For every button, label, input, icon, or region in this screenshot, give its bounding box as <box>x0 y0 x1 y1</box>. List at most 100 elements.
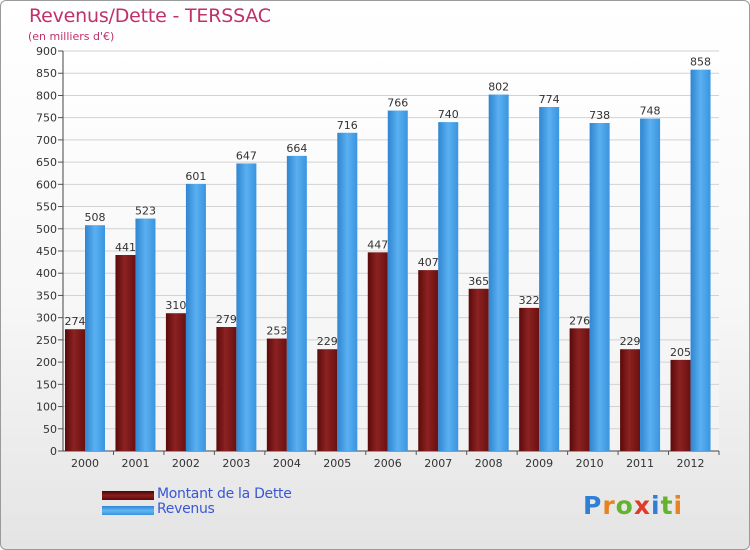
y-tick-label: 400 <box>36 267 57 280</box>
data-label-debt: 229 <box>317 335 338 348</box>
data-label-debt: 279 <box>216 313 237 326</box>
logo-letter: P <box>583 491 603 520</box>
x-tick-label: 2010 <box>576 457 604 470</box>
y-tick-label: 250 <box>36 334 57 347</box>
data-label-debt: 441 <box>115 241 136 254</box>
y-tick-label: 500 <box>36 223 57 236</box>
bar-revenue <box>387 110 408 452</box>
bar-debt <box>65 329 85 451</box>
bar-revenue <box>438 122 459 451</box>
x-tick-label: 2011 <box>626 457 654 470</box>
bar-revenue <box>488 94 509 452</box>
data-label-revenue: 716 <box>337 119 358 132</box>
logo-letter: x <box>633 491 651 520</box>
data-label-debt: 205 <box>670 346 691 359</box>
data-label-debt: 322 <box>519 294 540 307</box>
bar-revenue <box>539 107 560 451</box>
x-tick-label: 2007 <box>424 457 452 470</box>
data-label-revenue: 601 <box>185 170 206 183</box>
bar-debt <box>216 327 237 451</box>
y-tick-label: 350 <box>36 289 57 302</box>
x-tick-label: 2009 <box>525 457 553 470</box>
y-tick-label: 450 <box>36 245 57 258</box>
logo-letter: t <box>660 491 674 520</box>
data-label-revenue: 774 <box>539 93 560 106</box>
x-tick-label: 2006 <box>374 457 402 470</box>
y-tick-label: 100 <box>36 401 57 414</box>
x-tick-label: 2001 <box>121 457 149 470</box>
data-label-revenue: 740 <box>438 108 459 121</box>
y-tick-label: 600 <box>36 178 57 191</box>
data-label-debt: 365 <box>468 275 489 288</box>
bar-debt <box>670 359 691 451</box>
x-tick-label: 2008 <box>475 457 503 470</box>
y-tick-label: 50 <box>43 423 57 436</box>
y-tick-label: 650 <box>36 156 57 169</box>
data-label-revenue: 523 <box>135 205 156 218</box>
y-tick-label: 850 <box>36 67 57 80</box>
x-tick-label: 2005 <box>323 457 351 470</box>
bar-debt <box>418 270 439 451</box>
bar-revenue <box>85 225 105 451</box>
logo-letter: i <box>651 491 661 520</box>
bar-revenue <box>236 163 257 451</box>
data-label-revenue: 664 <box>286 142 307 155</box>
chart-subtitle: (en milliers d'€) <box>28 30 115 43</box>
data-label-debt: 310 <box>165 299 186 312</box>
x-tick-label: 2002 <box>172 457 200 470</box>
x-tick-label: 2004 <box>273 457 301 470</box>
data-label-revenue: 738 <box>589 109 610 122</box>
y-tick-label: 150 <box>36 378 57 391</box>
data-label-debt: 407 <box>418 256 439 269</box>
bar-debt <box>165 313 186 451</box>
bar-revenue <box>185 183 206 451</box>
chart-title: Revenus/Dette - TERSSAC <box>29 5 271 27</box>
bar-debt <box>569 328 590 451</box>
x-tick-label: 2012 <box>677 457 705 470</box>
data-label-debt: 276 <box>569 314 590 327</box>
legend-label-debt: Montant de la Dette <box>157 486 292 502</box>
bar-revenue <box>286 155 307 451</box>
bar-revenue <box>640 118 661 452</box>
y-tick-label: 800 <box>36 89 57 102</box>
y-tick-label: 750 <box>36 112 57 125</box>
y-tick-label: 200 <box>36 356 57 369</box>
bar-revenue <box>589 123 610 451</box>
proxiti-logo: Proxiti <box>583 491 683 520</box>
y-tick-label: 0 <box>50 445 57 458</box>
bar-debt <box>468 288 489 451</box>
data-label-revenue: 858 <box>690 56 711 69</box>
bar-revenue <box>337 132 358 451</box>
y-tick-label: 900 <box>36 45 57 58</box>
legend-label-revenue: Revenus <box>157 501 215 517</box>
bar-revenue <box>690 69 711 452</box>
data-label-revenue: 748 <box>640 105 661 118</box>
bar-debt <box>519 307 540 451</box>
logo-letter: o <box>615 491 634 520</box>
bar-debt <box>115 255 136 451</box>
data-label-revenue: 802 <box>488 81 509 94</box>
bar-revenue <box>135 218 156 451</box>
data-label-debt: 274 <box>65 315 86 328</box>
logo-letter: i <box>673 491 684 520</box>
bar-debt <box>266 338 287 451</box>
legend-swatch-revenue <box>102 506 154 515</box>
x-tick-label: 2003 <box>222 457 250 470</box>
y-tick-label: 300 <box>36 312 57 325</box>
data-label-revenue: 766 <box>387 97 408 110</box>
logo-letter: r <box>602 491 616 520</box>
data-label-revenue: 508 <box>85 211 106 224</box>
y-tick-label: 550 <box>36 201 57 214</box>
x-tick-label: 2000 <box>71 457 99 470</box>
bar-debt <box>317 349 338 451</box>
bar-debt <box>367 252 388 451</box>
data-label-debt: 229 <box>620 335 641 348</box>
y-tick-label: 700 <box>36 134 57 147</box>
legend-swatch-debt <box>102 491 154 500</box>
data-label-debt: 253 <box>266 325 287 338</box>
data-label-debt: 447 <box>367 238 388 251</box>
bar-debt <box>620 349 641 451</box>
data-label-revenue: 647 <box>236 149 257 162</box>
